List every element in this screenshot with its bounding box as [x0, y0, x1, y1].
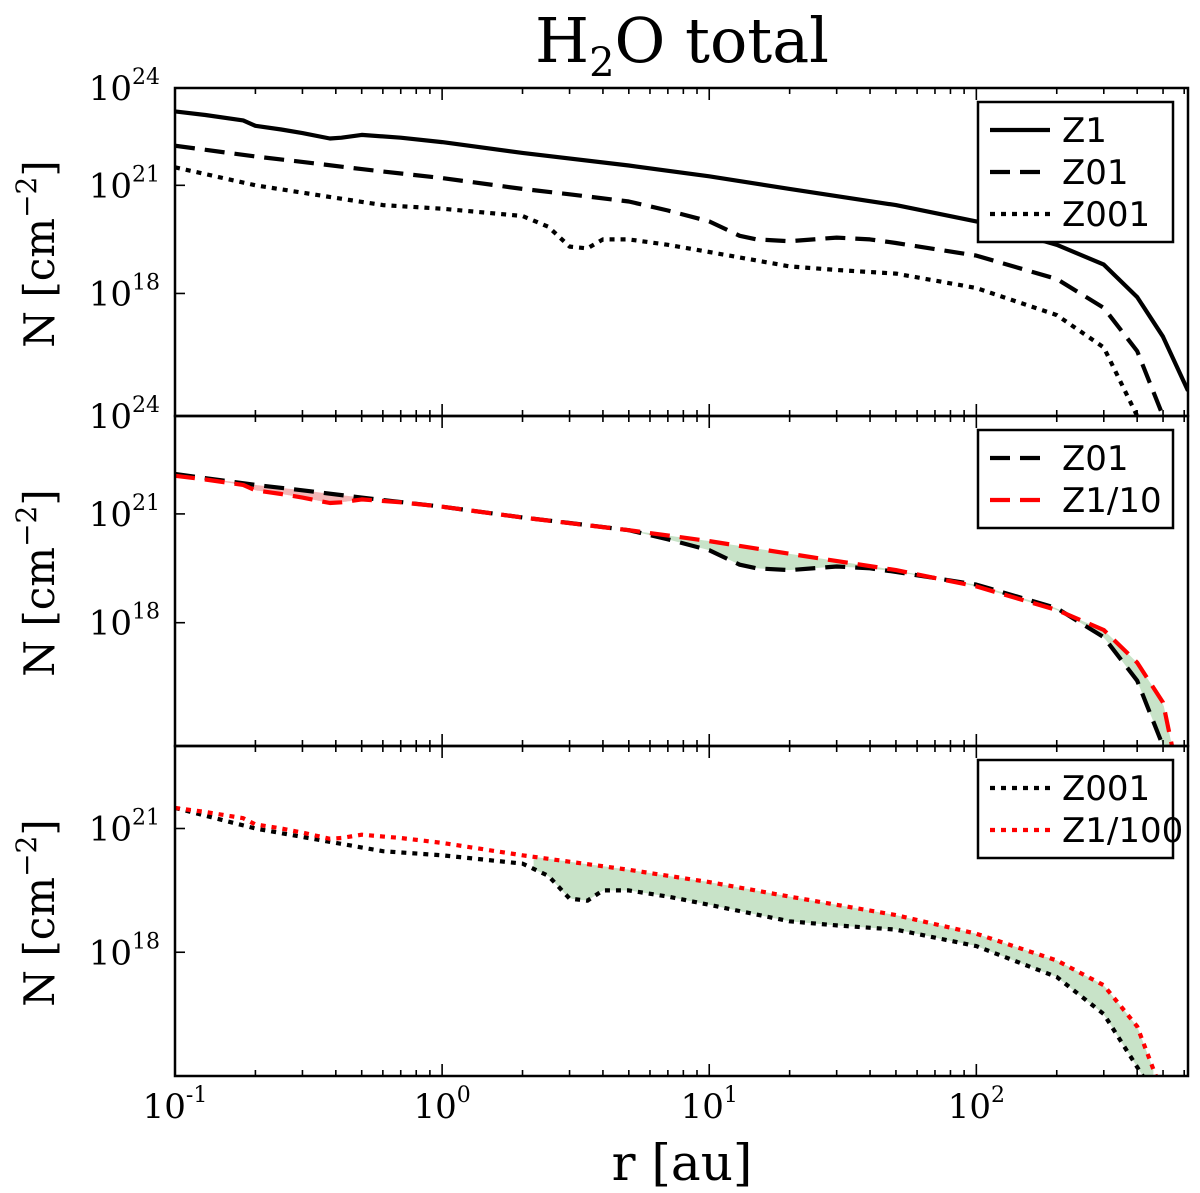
- y-tick-label: 1021: [89, 162, 160, 206]
- y-axis-label-prefix: N [cm: [15, 877, 64, 1007]
- x-tick-label-exponent: -1: [186, 1083, 207, 1108]
- y-tick-label-exponent: 21: [132, 806, 160, 831]
- x-tick-label-exponent: 0: [457, 1083, 471, 1108]
- legend-box: [976, 100, 1175, 244]
- legend-box: [976, 758, 1175, 860]
- legend-label: Z01: [1062, 439, 1129, 479]
- y-axis-label-suffix: ]: [15, 160, 64, 176]
- y-tick-label: 1018: [89, 929, 160, 973]
- plot-area-middle: [175, 471, 1175, 746]
- fill-area-middle-0: [222, 480, 362, 503]
- y-tick-label-exponent: 21: [132, 162, 160, 187]
- legend-label: Z001: [1062, 195, 1150, 235]
- y-tick-label: 1018: [89, 600, 160, 644]
- y-tick-label-base: 10: [89, 933, 132, 973]
- chart-title-main: H: [535, 4, 589, 77]
- series-line-z1: [175, 109, 1188, 392]
- y-axis-label-prefix: N [cm: [15, 218, 64, 348]
- y-tick-label-exponent: 18: [132, 600, 160, 625]
- legend-label: Z1/100: [1062, 811, 1183, 851]
- x-tick-label-base: 10: [681, 1087, 724, 1127]
- y-tick-label-base: 10: [89, 810, 132, 850]
- series-line-z001: [175, 165, 1140, 416]
- y-axis-label-suffix: ]: [15, 819, 64, 835]
- y-tick-label-base: 10: [89, 166, 132, 206]
- y-tick-label-base: 10: [89, 69, 132, 109]
- y-axis-label-exponent: −2: [10, 836, 43, 877]
- legend-label: Z001: [1062, 769, 1150, 809]
- y-tick-label-base: 10: [89, 274, 132, 314]
- y-axis-label: N [cm−2]: [10, 819, 64, 1007]
- x-tick-label: 10-1: [143, 1083, 208, 1127]
- panel-frame: [173, 744, 1190, 1078]
- y-axis-label-prefix: N [cm: [15, 547, 64, 677]
- x-tick-label-exponent: 1: [724, 1083, 738, 1108]
- y-tick-label-exponent: 18: [132, 270, 160, 295]
- y-tick-label: 1021: [89, 806, 160, 850]
- y-tick-label-exponent: 18: [132, 929, 160, 954]
- legend-box: [976, 428, 1175, 530]
- series-line-z001: [175, 805, 1145, 1076]
- y-axis-label: N [cm−2]: [10, 489, 64, 677]
- x-tick-label-base: 10: [413, 1087, 456, 1127]
- y-tick-label-base: 10: [89, 397, 132, 437]
- y-tick-label: 1018: [89, 270, 160, 314]
- plot-area-bottom: [175, 805, 1158, 1076]
- x-tick-label-base: 10: [143, 1087, 186, 1127]
- chart-title: H2O total: [535, 4, 829, 86]
- y-tick-label: 1024: [89, 393, 160, 437]
- y-axis-label: N [cm−2]: [10, 160, 64, 348]
- x-tick-label: 101: [681, 1083, 738, 1127]
- x-axis-label: r [au]: [612, 1134, 753, 1192]
- legend-label: Z1/10: [1062, 481, 1162, 521]
- chart-title-subscript: 2: [589, 40, 614, 86]
- chart-title-rest: O total: [615, 4, 830, 77]
- y-axis-label-suffix: ]: [15, 489, 64, 505]
- x-tick-label: 100: [413, 1083, 470, 1127]
- y-tick-label: 1021: [89, 491, 160, 535]
- y-axis-label-exponent: −2: [10, 506, 43, 547]
- y-tick-label-exponent: 24: [132, 65, 160, 90]
- y-axis-label-exponent: −2: [10, 177, 43, 218]
- legend-label: Z1: [1062, 111, 1107, 151]
- series-line-z1-10: [175, 473, 1175, 746]
- series-line-z1-100: [175, 805, 1158, 1076]
- x-tick-label-exponent: 2: [991, 1083, 1005, 1108]
- legend-label: Z01: [1062, 153, 1129, 193]
- y-tick-label-exponent: 24: [132, 393, 160, 418]
- plot-area-top: [175, 109, 1188, 416]
- y-tick-label-exponent: 21: [132, 491, 160, 516]
- y-tick-label: 1024: [89, 65, 160, 109]
- y-tick-label-base: 10: [89, 495, 132, 535]
- y-tick-label-base: 10: [89, 604, 132, 644]
- series-line-z01: [175, 143, 1165, 416]
- x-tick-label-base: 10: [948, 1087, 991, 1127]
- x-tick-label: 102: [948, 1083, 1005, 1127]
- x-axis-label-group: r [au]: [612, 1134, 753, 1192]
